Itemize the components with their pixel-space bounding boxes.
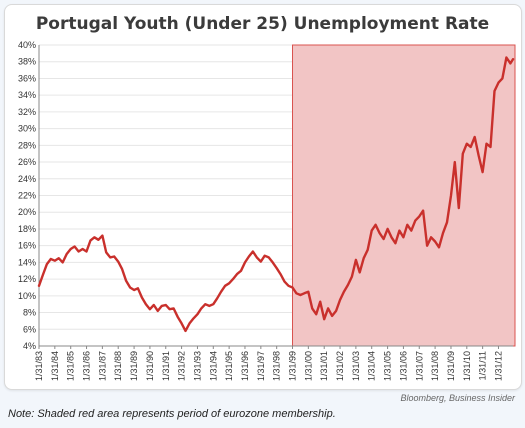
x-tick-label: 1/31/01: [319, 351, 329, 381]
footnote: Note: Shaded red area represents period …: [8, 408, 336, 420]
x-tick-label: 1/31/04: [367, 351, 377, 381]
y-tick-label: 26%: [18, 157, 36, 167]
x-tick-label: 1/31/02: [335, 351, 345, 381]
y-tick-label: 14%: [18, 257, 36, 267]
y-axis-ticks: 4% 6% 8% 10% 12% 14% 16% 18% 20% 22% 24% 26% 28% 30% 3…: [18, 40, 36, 351]
y-tick-label: 32%: [18, 107, 36, 117]
x-tick-label: 1/31/89: [129, 351, 139, 381]
y-tick-label: 40%: [18, 40, 36, 50]
y-tick-label: 34%: [18, 90, 36, 100]
x-tick-label: 1/31/05: [383, 351, 393, 381]
x-tick-label: 1/31/99: [288, 351, 298, 381]
x-tick-label: 1/31/09: [446, 351, 456, 381]
y-tick-label: 22%: [18, 191, 36, 201]
y-tick-label: 4%: [23, 341, 36, 351]
y-tick-label: 18%: [18, 224, 36, 234]
x-tick-label: 1/31/06: [398, 351, 408, 381]
x-tick-label: 1/31/10: [462, 351, 472, 381]
x-tick-label: 1/31/88: [113, 351, 123, 381]
y-tick-label: 30%: [18, 124, 36, 134]
y-tick-label: 12%: [18, 274, 36, 284]
y-tick-label: 36%: [18, 73, 36, 83]
x-tick-label: 1/31/91: [161, 351, 171, 381]
y-tick-label: 24%: [18, 174, 36, 184]
x-tick-label: 1/31/07: [414, 351, 424, 381]
y-tick-label: 20%: [18, 207, 36, 217]
x-tick-label: 1/31/95: [224, 351, 234, 381]
eurozone-shaded-area: [292, 44, 516, 347]
x-tick-label: 1/31/83: [34, 351, 44, 381]
x-tick-label: 1/31/00: [303, 351, 313, 381]
y-tick-label: 8%: [23, 308, 36, 318]
x-tick-label: 1/31/98: [272, 351, 282, 381]
x-tick-label: 1/31/97: [256, 351, 266, 381]
chart-title: Portugal Youth (Under 25) Unemployment R…: [35, 14, 490, 34]
y-tick-label: 10%: [18, 291, 36, 301]
x-tick-label: 1/31/96: [240, 351, 250, 381]
x-tick-label: 1/31/84: [50, 351, 60, 381]
x-tick-label: 1/31/12: [493, 351, 503, 381]
y-tick-label: 38%: [18, 57, 36, 67]
shade-layer: [292, 44, 516, 347]
x-tick-label: 1/31/86: [82, 351, 92, 381]
y-tick-label: 6%: [23, 324, 36, 334]
axes: [38, 45, 513, 347]
x-tick-label: 1/31/93: [192, 351, 202, 381]
y-tick-label: 16%: [18, 241, 36, 251]
x-tick-label: 1/31/87: [97, 351, 107, 381]
x-tick-label: 1/31/11: [478, 351, 488, 380]
x-axis-ticks: 1/31/83 1/31/84 1/31/85 1/31/86 1/31/87 1/31/…: [34, 346, 503, 381]
x-tick-label: 1/31/94: [208, 351, 218, 381]
series-line: [37, 56, 515, 333]
x-tick-label: 1/31/03: [351, 351, 361, 381]
x-tick-label: 1/31/92: [177, 351, 187, 381]
series-layer: [37, 56, 515, 333]
y-tick-label: 28%: [18, 140, 36, 150]
x-tick-label: 1/31/08: [430, 351, 440, 381]
x-tick-label: 1/31/90: [145, 351, 155, 381]
source-credit: Bloomberg, Business Insider: [400, 393, 515, 403]
x-tick-label: 1/31/85: [66, 351, 76, 381]
